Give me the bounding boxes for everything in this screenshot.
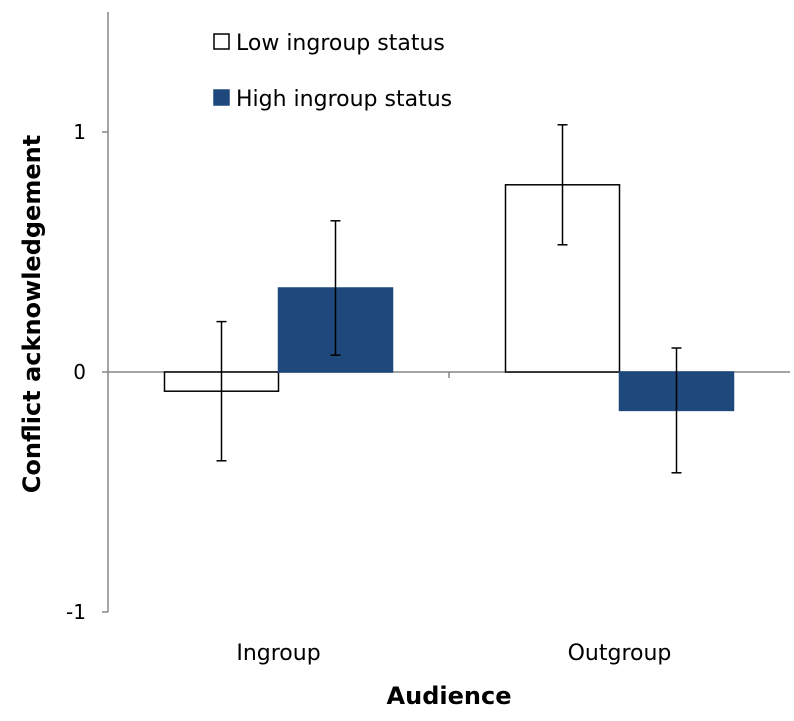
y-tick-label: -1 [66,600,86,624]
y-tick-label: 0 [73,360,86,384]
error-bars [216,124,682,474]
legend-label: Low ingroup status [236,31,445,56]
category-label-ingroup: Ingroup [236,641,320,666]
x-axis-title: Audience [387,682,512,710]
legend-label: High ingroup status [236,87,452,112]
y-ticks: -1 0 1 [66,120,108,624]
legend: Low ingroup status High ingroup status [213,31,452,112]
y-axis-title: Conflict acknowledgement [18,135,46,493]
category-label-outgroup: Outgroup [568,641,672,666]
legend-swatch [213,89,230,106]
category-labels: Ingroup Outgroup [236,641,671,666]
legend-swatch [213,33,230,50]
y-tick-label: 1 [73,120,86,144]
